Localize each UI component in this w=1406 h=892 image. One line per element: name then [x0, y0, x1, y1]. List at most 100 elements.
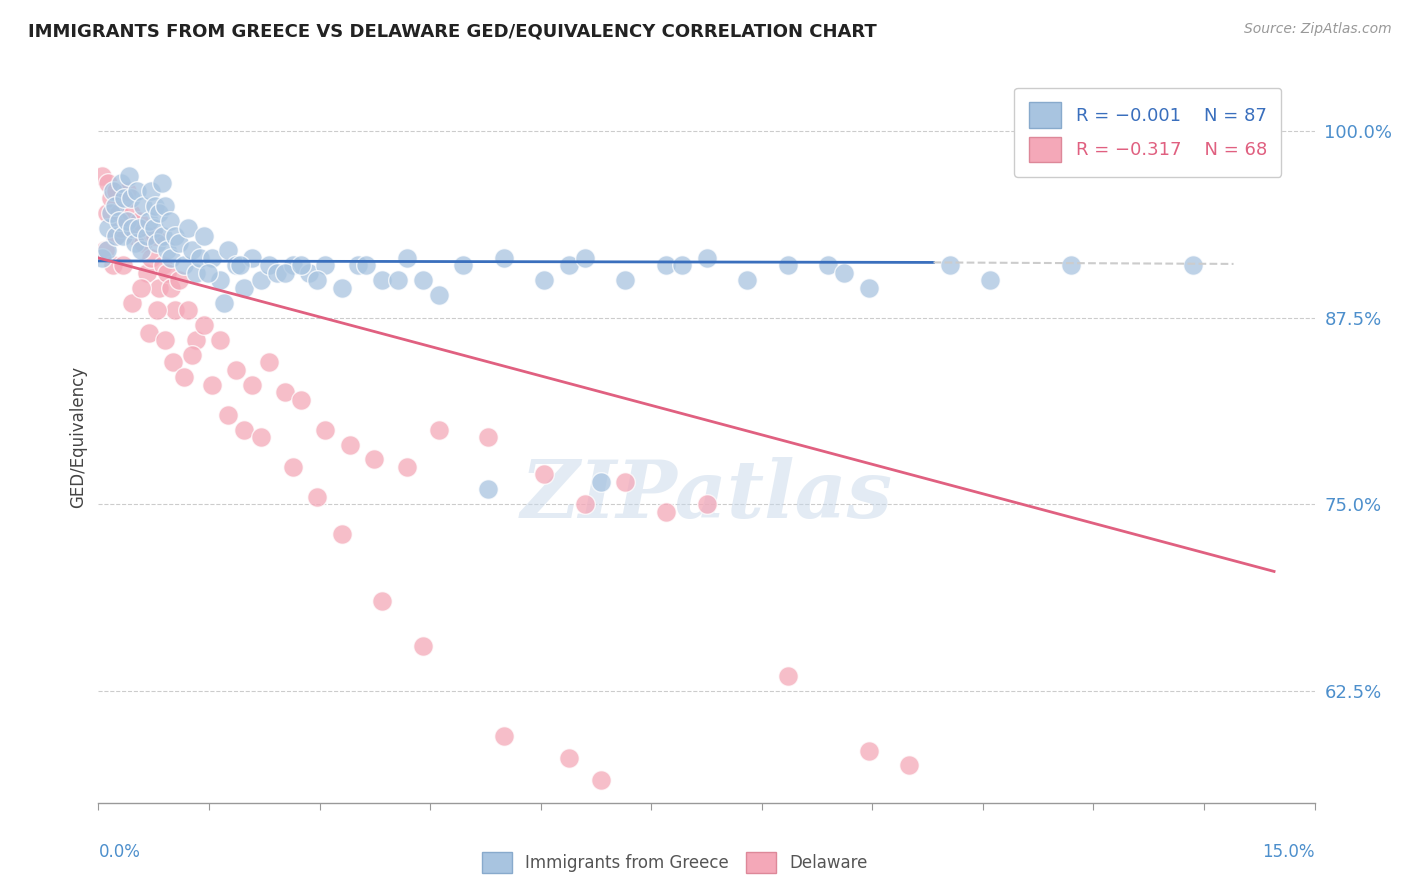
Point — [339, 437, 361, 451]
Point — [229, 259, 252, 273]
Point — [655, 505, 678, 519]
Point — [180, 348, 202, 362]
Point — [477, 483, 499, 497]
Point — [209, 273, 232, 287]
Legend: R = −0.001    N = 87, R = −0.317    N = 68: R = −0.001 N = 87, R = −0.317 N = 68 — [1014, 87, 1281, 177]
Point — [128, 213, 150, 227]
Point — [453, 259, 475, 273]
Point — [387, 273, 409, 287]
Point — [124, 235, 146, 250]
Point — [188, 251, 211, 265]
Point — [143, 228, 166, 243]
Point — [153, 333, 176, 347]
Point — [776, 259, 799, 273]
Point — [591, 475, 613, 489]
Point — [148, 206, 170, 220]
Point — [330, 281, 353, 295]
Point — [100, 191, 122, 205]
Point — [574, 497, 596, 511]
Point — [169, 235, 191, 250]
Point — [121, 221, 143, 235]
Point — [184, 333, 207, 347]
Point — [160, 251, 183, 265]
Point — [96, 244, 118, 258]
Point — [139, 184, 162, 198]
Point — [159, 213, 181, 227]
Point — [162, 355, 184, 369]
Point — [156, 244, 179, 258]
Point — [533, 273, 555, 287]
Point — [858, 743, 880, 757]
Point — [107, 206, 129, 220]
Point — [298, 266, 321, 280]
Point — [371, 594, 394, 608]
Point — [115, 184, 138, 198]
Point — [173, 259, 195, 273]
Point — [242, 377, 264, 392]
Point — [1182, 259, 1205, 273]
Point — [148, 281, 170, 295]
Point — [776, 669, 799, 683]
Point — [160, 281, 183, 295]
Point — [858, 281, 880, 295]
Point — [121, 295, 143, 310]
Point — [136, 228, 159, 243]
Point — [146, 303, 169, 318]
Point — [165, 228, 187, 243]
Point — [249, 273, 271, 287]
Point — [132, 199, 155, 213]
Point — [201, 251, 224, 265]
Point — [979, 273, 1001, 287]
Point — [136, 266, 159, 280]
Point — [96, 206, 118, 220]
Point — [139, 251, 162, 265]
Point — [165, 303, 187, 318]
Point — [201, 377, 224, 392]
Point — [427, 423, 450, 437]
Point — [217, 244, 239, 258]
Point — [143, 199, 166, 213]
Point — [898, 758, 921, 772]
Point — [307, 273, 329, 287]
Point — [120, 191, 142, 205]
Point — [176, 303, 198, 318]
Point — [307, 490, 329, 504]
Point — [233, 281, 256, 295]
Point — [104, 228, 127, 243]
Point — [132, 235, 155, 250]
Point — [105, 228, 128, 243]
Point — [111, 259, 134, 273]
Point — [354, 259, 377, 273]
Point — [101, 184, 124, 198]
Point — [193, 318, 215, 332]
Point — [91, 251, 114, 265]
Point — [115, 213, 138, 227]
Point — [817, 259, 839, 273]
Point — [281, 459, 304, 474]
Point — [395, 459, 418, 474]
Point — [363, 452, 385, 467]
Point — [412, 639, 434, 653]
Point — [233, 423, 256, 437]
Point — [655, 259, 678, 273]
Point — [242, 251, 264, 265]
Text: Source: ZipAtlas.com: Source: ZipAtlas.com — [1244, 22, 1392, 37]
Point — [150, 177, 173, 191]
Point — [557, 751, 579, 765]
Point — [111, 228, 134, 243]
Point — [614, 273, 637, 287]
Point — [671, 259, 693, 273]
Point — [173, 370, 195, 384]
Text: 15.0%: 15.0% — [1263, 843, 1315, 861]
Y-axis label: GED/Equivalency: GED/Equivalency — [69, 366, 87, 508]
Point — [427, 288, 450, 302]
Point — [104, 199, 127, 213]
Point — [169, 273, 191, 287]
Point — [533, 467, 555, 482]
Point — [266, 266, 288, 280]
Point — [314, 423, 336, 437]
Point — [124, 228, 146, 243]
Text: ZIPatlas: ZIPatlas — [520, 457, 893, 534]
Point — [614, 475, 637, 489]
Text: 0.0%: 0.0% — [98, 843, 141, 861]
